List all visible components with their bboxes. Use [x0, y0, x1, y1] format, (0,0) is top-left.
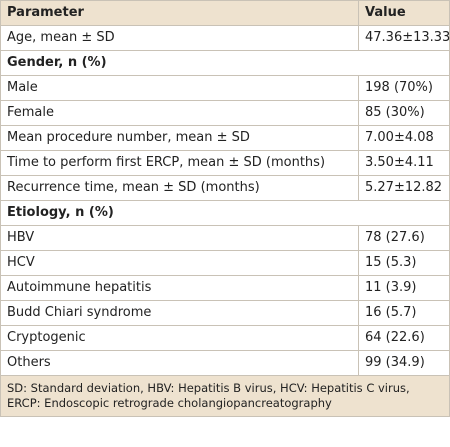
cell: Age, mean ± SD	[0, 25, 359, 51]
table-row: Mean procedure number, mean ± SD 7.00±4.0…	[0, 125, 450, 151]
cell: 15 (5.3)	[358, 250, 450, 276]
table-body: Parameter Value Age, mean ± SD 47.36±13.33 G…	[0, 0, 450, 417]
cell: 85 (30%)	[358, 100, 450, 126]
section-cell: Etiology, n (%)	[0, 200, 450, 226]
table-row: HCV 15 (5.3)	[0, 250, 450, 276]
table-row: HBV 78 (27.6)	[0, 225, 450, 251]
cell: HBV	[0, 225, 359, 251]
data-table: Parameter Value Age, mean ± SD 47.36±13.33 G…	[0, 0, 450, 417]
header-cell: Parameter	[0, 0, 359, 26]
cell: 198 (70%)	[358, 75, 450, 101]
table-row: Recurrence time, mean ± SD (months) 5.27±…	[0, 175, 450, 201]
cell: 7.00±4.08	[358, 125, 450, 151]
table-row: Autoimmune hepatitis 11 (3.9)	[0, 275, 450, 301]
footnote: SD: Standard deviation, HBV: Hepatitis B…	[0, 375, 450, 417]
header-row: Parameter Value	[0, 0, 450, 26]
table-row: Male 198 (70%)	[0, 75, 450, 101]
cell: 16 (5.7)	[358, 300, 450, 326]
cell: Recurrence time, mean ± SD (months)	[0, 175, 359, 201]
cell: Autoimmune hepatitis	[0, 275, 359, 301]
cell: 78 (27.6)	[358, 225, 450, 251]
section-row: Gender, n (%)	[0, 50, 450, 76]
table-row: Budd Chiari syndrome 16 (5.7)	[0, 300, 450, 326]
cell: 64 (22.6)	[358, 325, 450, 351]
table-row: Others 99 (34.9)	[0, 350, 450, 376]
table-row: Female 85 (30%)	[0, 100, 450, 126]
cell: Mean procedure number, mean ± SD	[0, 125, 359, 151]
cell: Male	[0, 75, 359, 101]
cell: 5.27±12.82	[358, 175, 450, 201]
cell: Others	[0, 350, 359, 376]
cell: Female	[0, 100, 359, 126]
cell: 3.50±4.11	[358, 150, 450, 176]
cell: Budd Chiari syndrome	[0, 300, 359, 326]
cell: 47.36±13.33	[358, 25, 450, 51]
cell: Time to perform first ERCP, mean ± SD (m…	[0, 150, 359, 176]
cell: Cryptogenic	[0, 325, 359, 351]
footnote-row: SD: Standard deviation, HBV: Hepatitis B…	[0, 375, 450, 417]
header-cell: Value	[358, 0, 450, 26]
cell: 11 (3.9)	[358, 275, 450, 301]
table-row: Cryptogenic 64 (22.6)	[0, 325, 450, 351]
table-row: Age, mean ± SD 47.36±13.33	[0, 25, 450, 51]
cell: 99 (34.9)	[358, 350, 450, 376]
section-cell: Gender, n (%)	[0, 50, 450, 76]
cell: HCV	[0, 250, 359, 276]
table-row: Time to perform first ERCP, mean ± SD (m…	[0, 150, 450, 176]
section-row: Etiology, n (%)	[0, 200, 450, 226]
